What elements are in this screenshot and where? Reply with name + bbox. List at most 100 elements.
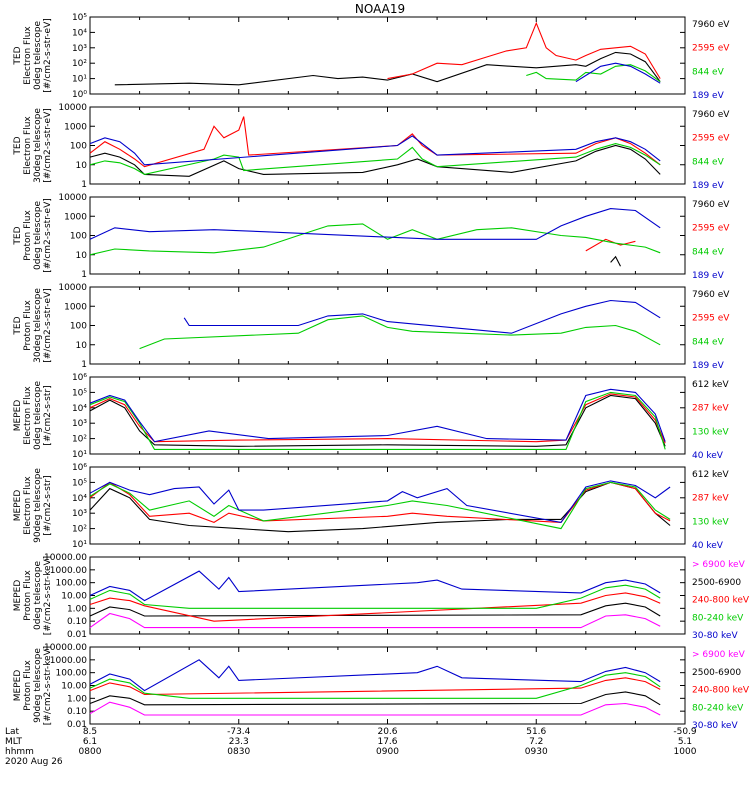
panel-frame bbox=[89, 196, 686, 275]
series-line-2595-ev bbox=[89, 116, 661, 168]
x-row-value: 0930 bbox=[525, 747, 548, 757]
series-line-40-kev bbox=[89, 480, 671, 524]
panel-ted-electron-0: 10⁰ 10¹ 10² 10³ 10⁴ 10⁵ TEDElectron Flux0deg t… bbox=[13, 13, 730, 101]
y-tick-label: 10.00 bbox=[61, 682, 87, 692]
series-line-2500-6900 bbox=[89, 691, 661, 706]
series-line-844-ev bbox=[89, 223, 661, 256]
x-row-value: 51.6 bbox=[526, 727, 546, 737]
panel-meped-electron-0: 10¹ 10² 10³ 10⁴ 10⁵ 10⁶ MEPEDElectron Flux0deg… bbox=[13, 373, 729, 461]
panel-meped-proton-0: 0.010.101.0010.00100.001000.0010000.00ME… bbox=[13, 553, 750, 641]
legend-label: 80-240 keV bbox=[692, 703, 744, 713]
legend-label: 240-800 keV bbox=[692, 596, 750, 606]
y-tick-label: 10000 bbox=[58, 193, 87, 203]
y-tick-label: 10 bbox=[76, 341, 88, 351]
y-tick-label: 1.00 bbox=[67, 604, 87, 614]
y-axis-label: MEPEDProton Flux90deg telescope[#/cm2-s-… bbox=[13, 646, 53, 725]
y-axis-label-line: Electron Flux bbox=[23, 476, 33, 535]
legend-label: 189 eV bbox=[692, 91, 725, 101]
y-tick-label: 1000.00 bbox=[50, 566, 87, 576]
legend-label: 130 keV bbox=[692, 427, 729, 437]
y-tick-label: 10¹ bbox=[72, 450, 87, 460]
series-line-189-ev bbox=[89, 135, 661, 166]
legend-label: 844 eV bbox=[692, 247, 725, 257]
series-line--6900-kev bbox=[89, 701, 661, 716]
y-axis-label: MEPEDElectron Flux90deg telescope[#/cm2-… bbox=[13, 468, 53, 543]
y-tick-label: 100.00 bbox=[56, 579, 88, 589]
y-tick-label: 1 bbox=[81, 270, 87, 280]
x-row-value: 0800 bbox=[79, 747, 102, 757]
legend-label: 2595 eV bbox=[692, 134, 730, 144]
y-tick-label: 10000 bbox=[58, 103, 87, 113]
legend-label: 7960 eV bbox=[692, 200, 730, 210]
y-axis-label-line: 30deg telescope bbox=[33, 288, 43, 363]
y-tick-label: 10² bbox=[72, 435, 87, 445]
y-axis-label-line: MEPED bbox=[13, 670, 23, 702]
y-tick-label: 10² bbox=[72, 59, 87, 69]
y-axis-label-line: TED bbox=[13, 136, 23, 155]
y-axis-label-line: 0deg telescope bbox=[33, 21, 43, 91]
y-tick-label: 10⁴ bbox=[72, 494, 87, 504]
panel-frame bbox=[89, 376, 686, 455]
series-line-612-kev bbox=[89, 481, 671, 533]
y-tick-label: 10² bbox=[72, 525, 87, 535]
y-tick-label: 10⁰ bbox=[72, 90, 87, 100]
y-axis-label-line: 0deg telescope bbox=[33, 381, 43, 451]
x-row-label: MLT bbox=[5, 737, 23, 747]
y-axis-label: MEPEDProton Flux0deg telescope[#/cm2-s-s… bbox=[13, 556, 53, 635]
series-line-287-kev bbox=[89, 393, 666, 444]
x-row-value: 0900 bbox=[376, 747, 399, 757]
y-axis-label: TEDProton Flux0deg telescope[#/cm2-s-str… bbox=[13, 198, 53, 273]
y-tick-label: 10.00 bbox=[61, 592, 87, 602]
series-line-7960-ev bbox=[114, 51, 661, 86]
legend-label: 844 eV bbox=[692, 337, 725, 347]
y-axis-label-line: 90deg telescope bbox=[33, 648, 43, 723]
y-tick-label: 1000 bbox=[64, 122, 87, 132]
y-tick-label: 10⁵ bbox=[72, 13, 87, 23]
y-tick-label: 1000 bbox=[64, 212, 87, 222]
legend-label: 189 eV bbox=[692, 271, 725, 281]
x-axis-labels: Lat 8.5 -73.4 20.6 51.6 -50.9 MLT 6.1 23.3 17.6 7.… bbox=[5, 727, 697, 767]
y-axis-label-line: 30deg telescope bbox=[33, 108, 43, 183]
y-tick-label: 10⁴ bbox=[72, 404, 87, 414]
legend-label: 80-240 keV bbox=[692, 613, 744, 623]
series-line-30-80-kev bbox=[89, 659, 661, 692]
x-row-value: 5.1 bbox=[678, 737, 692, 747]
series-line-189-ev bbox=[575, 62, 661, 84]
series-line-130-kev bbox=[89, 391, 666, 450]
y-tick-label: 0.01 bbox=[67, 630, 87, 640]
y-axis-label-line: [#/cm2-s-str] bbox=[43, 475, 53, 535]
legend-label: 2500-6900 bbox=[692, 578, 741, 588]
x-row-value: 20.6 bbox=[377, 727, 397, 737]
series-line-844-ev bbox=[526, 64, 661, 83]
legend-label: 130 keV bbox=[692, 517, 729, 527]
series-line-130-kev bbox=[89, 481, 671, 530]
series-line-612-kev bbox=[89, 394, 666, 447]
series-line-844-ev bbox=[89, 143, 661, 175]
legend-label: 2500-6900 bbox=[692, 668, 741, 678]
legend-label: > 6900 keV bbox=[692, 560, 746, 570]
panel-frame bbox=[89, 646, 686, 725]
legend-label: 40 keV bbox=[692, 451, 724, 461]
y-tick-label: 10⁶ bbox=[72, 463, 87, 473]
y-tick-label: 10000 bbox=[58, 283, 87, 293]
series-line-240-800-kev bbox=[89, 592, 661, 622]
y-axis-label-line: Electron Flux bbox=[23, 116, 33, 175]
y-tick-label: 10 bbox=[76, 251, 88, 261]
x-row-value: 1000 bbox=[674, 747, 697, 757]
y-tick-label: 1 bbox=[81, 360, 87, 370]
y-axis-label-line: TED bbox=[13, 316, 23, 335]
y-axis-label-line: TED bbox=[13, 46, 23, 65]
y-axis-label-line: TED bbox=[13, 226, 23, 245]
y-axis-label-line: [#/cm2-s-str-keV] bbox=[43, 646, 53, 725]
legend-label: 844 eV bbox=[692, 157, 725, 167]
legend-label: 240-800 keV bbox=[692, 686, 750, 696]
legend-label: 2595 eV bbox=[692, 224, 730, 234]
y-tick-label: 10000.00 bbox=[44, 553, 87, 563]
y-tick-label: 10⁴ bbox=[72, 28, 87, 38]
legend-label: 7960 eV bbox=[692, 110, 730, 120]
y-tick-label: 10³ bbox=[72, 44, 87, 54]
series-line-189-ev bbox=[183, 299, 661, 334]
y-tick-label: 10⁵ bbox=[72, 478, 87, 488]
legend-label: 7960 eV bbox=[692, 20, 730, 30]
